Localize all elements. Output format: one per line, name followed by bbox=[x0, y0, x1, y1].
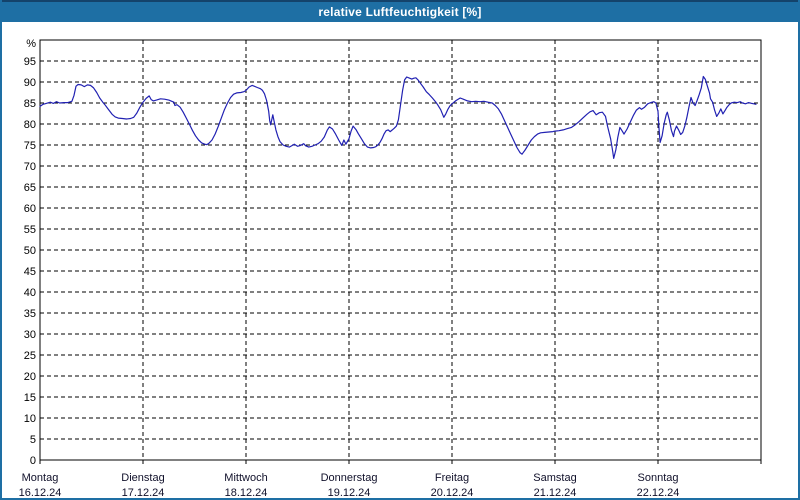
y-tick-label: 55 bbox=[24, 224, 36, 236]
x-day-label: Freitag bbox=[435, 472, 469, 484]
humidity-series-line bbox=[39, 75, 757, 159]
title-bar: relative Luftfeuchtigkeit [%] bbox=[2, 0, 798, 22]
y-tick-label: 0 bbox=[30, 455, 36, 467]
y-tick-label: 65 bbox=[24, 182, 36, 194]
y-tick-label: 95 bbox=[24, 56, 36, 68]
y-tick-label: 30 bbox=[24, 329, 36, 341]
y-tick-label: 40 bbox=[24, 287, 36, 299]
x-date-label: 19.12.24 bbox=[328, 487, 371, 498]
x-date-label: 17.12.24 bbox=[122, 487, 165, 498]
plot-region: 0 5 10 15 20 25 30 35 40 45 50 55 60 65 70 75 80 85 90 95% M… bbox=[2, 22, 798, 498]
window-title: relative Luftfeuchtigkeit [%] bbox=[318, 5, 482, 19]
x-day-label: Donnerstag bbox=[321, 472, 378, 484]
y-tick-label: 50 bbox=[24, 245, 36, 257]
x-day-label: Montag bbox=[22, 472, 59, 484]
y-tick-label: 70 bbox=[24, 161, 36, 173]
y-tick-label: 15 bbox=[24, 392, 36, 404]
x-date-label: 22.12.24 bbox=[637, 487, 680, 498]
y-tick-label: 85 bbox=[24, 98, 36, 110]
y-axis-unit-label: % bbox=[26, 38, 36, 50]
y-tick-label: 90 bbox=[24, 77, 36, 89]
y-tick-label: 75 bbox=[24, 140, 36, 152]
y-tick-label: 35 bbox=[24, 308, 36, 320]
y-tick-label: 80 bbox=[24, 119, 36, 131]
y-tick-label: 25 bbox=[24, 350, 36, 362]
plot-border bbox=[39, 39, 762, 461]
y-tick-label: 20 bbox=[24, 371, 36, 383]
x-date-label: 20.12.24 bbox=[431, 487, 474, 498]
x-day-label: Sonntag bbox=[638, 472, 679, 484]
x-date-label: 18.12.24 bbox=[225, 487, 268, 498]
y-tick-label: 5 bbox=[30, 434, 36, 446]
y-tick-label: 45 bbox=[24, 266, 36, 278]
x-date-label: 21.12.24 bbox=[534, 487, 577, 498]
x-day-label: Mittwoch bbox=[224, 472, 267, 484]
humidity-chart: 0 5 10 15 20 25 30 35 40 45 50 55 60 65 70 75 80 85 90 95% M… bbox=[19, 38, 762, 498]
x-day-label: Samstag bbox=[533, 472, 576, 484]
y-tick-label: 10 bbox=[24, 413, 36, 425]
x-date-label: 16.12.24 bbox=[19, 487, 62, 498]
x-day-label: Dienstag bbox=[121, 472, 164, 484]
y-tick-label: 60 bbox=[24, 203, 36, 215]
